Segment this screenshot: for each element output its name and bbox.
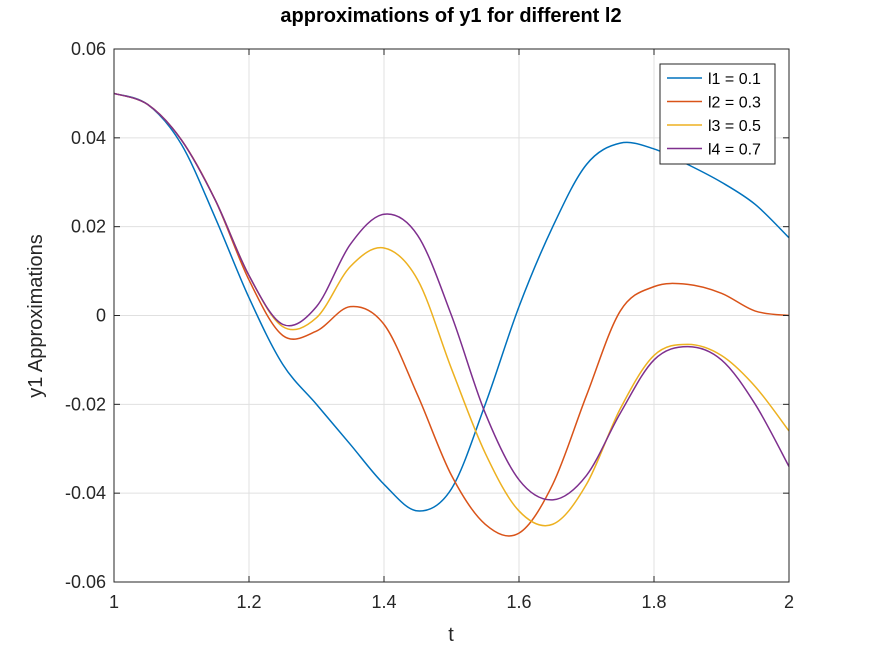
axis-ticks: 1 1.2 1.4 1.6 1.8 2 -0.06 -0.04 -0.02 0 0.02 0.04 0.… [65,39,794,612]
x-tick-label: 1.8 [641,592,666,612]
y-tick-label: -0.06 [65,572,106,592]
y-tick-label: -0.02 [65,394,106,414]
legend-entry-label: l4 = 0.7 [708,142,761,159]
x-tick-label: 1.6 [506,592,531,612]
legend-entry-label: l2 = 0.3 [708,95,761,112]
legend-entry-label: l3 = 0.5 [708,118,761,135]
legend: l1 = 0.1 l2 = 0.3 l3 = 0.5 l4 = 0.7 [659,63,776,165]
x-tick-label: 1.2 [236,592,261,612]
y-tick-label: 0.04 [71,128,106,148]
y-tick-label: 0.06 [71,39,106,59]
y-tick-label: 0 [96,306,106,326]
x-tick-label: 2 [784,592,794,612]
legend-entry-label: l1 = 0.1 [708,71,761,88]
legend-box [659,63,776,165]
x-axis-label: t [448,624,454,646]
chart-title: approximations of y1 for different l2 [280,5,621,27]
y-axis-label: y1 Approximations [25,234,47,397]
x-tick-label: 1.4 [371,592,396,612]
x-tick-label: 1 [109,592,119,612]
series-line-4 [113,92,790,501]
y-tick-label: 0.02 [71,217,106,237]
y-tick-label: -0.04 [65,483,106,503]
